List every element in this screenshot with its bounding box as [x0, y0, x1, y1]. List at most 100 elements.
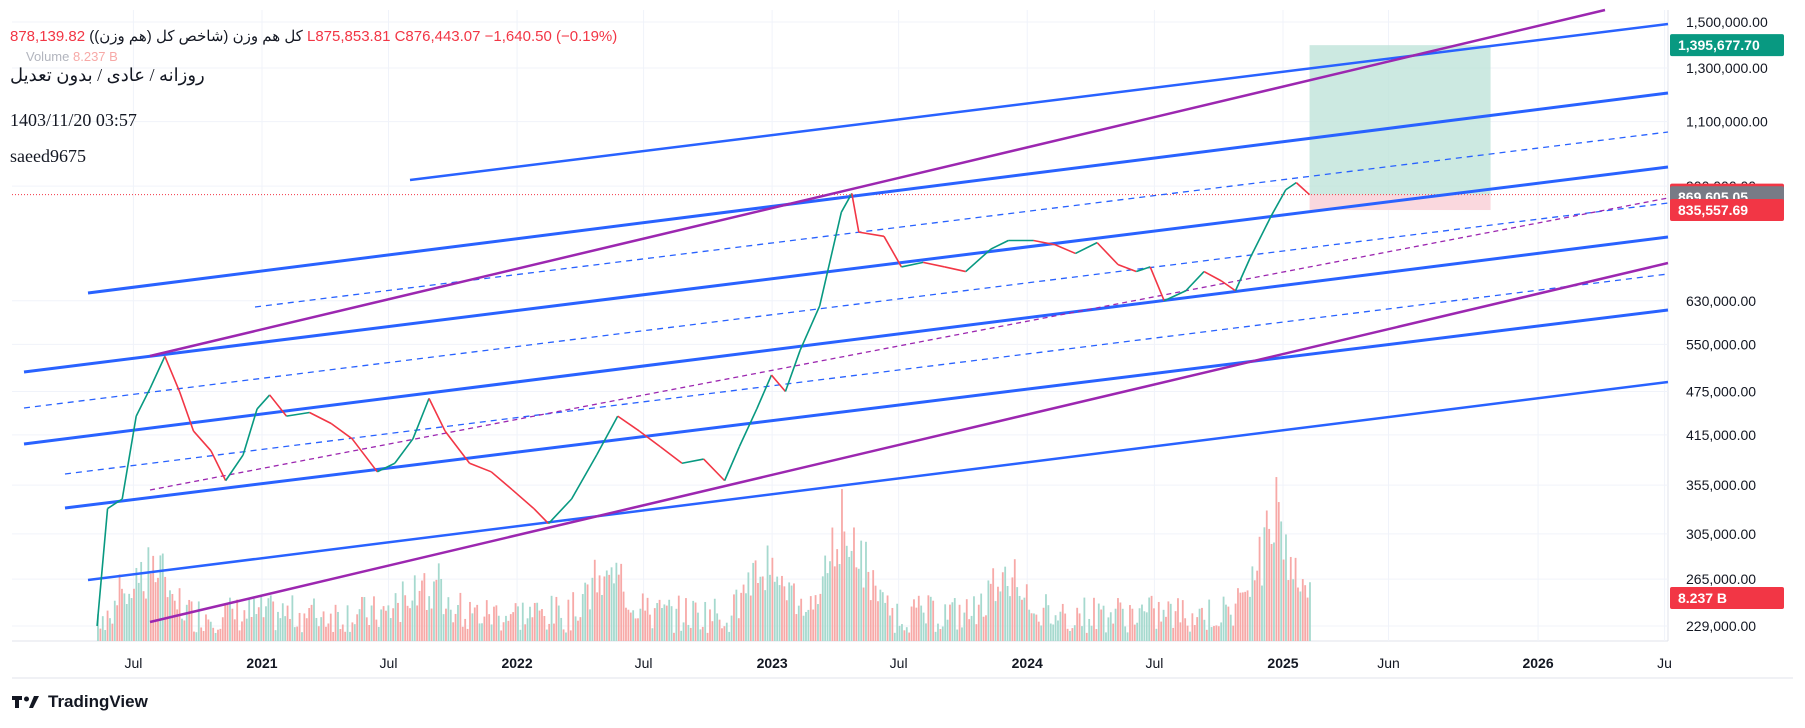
volume-bar — [903, 630, 906, 641]
x-tick-label: Ju — [1657, 655, 1672, 671]
price-segment — [269, 394, 288, 417]
volume-bar — [193, 631, 195, 641]
volume-bar — [188, 599, 191, 641]
price-segment — [596, 415, 619, 456]
volume-bar — [164, 576, 167, 641]
volume-bar — [382, 606, 385, 641]
volume-label: Volume — [26, 49, 70, 64]
volume-bar — [1035, 614, 1038, 641]
volume-bar — [1109, 612, 1112, 641]
price-segment — [703, 458, 726, 482]
volume-bar — [1037, 621, 1040, 641]
volume-bar — [365, 617, 368, 641]
price-segment — [469, 462, 492, 473]
volume-bar — [205, 614, 207, 641]
volume-bar — [260, 596, 263, 641]
volume-bar — [1270, 543, 1273, 641]
volume-bar — [725, 622, 728, 641]
volume-bar — [1105, 632, 1107, 641]
volume-bar — [548, 623, 551, 641]
volume-bar — [807, 609, 810, 641]
volume-bar — [975, 624, 978, 641]
volume-bar — [157, 577, 159, 641]
volume-bar — [711, 621, 714, 641]
volume-bar — [481, 623, 483, 641]
volume-bar — [1088, 618, 1091, 641]
volume-bar — [1129, 605, 1131, 641]
volume-bar — [927, 595, 930, 641]
volume-bar — [375, 619, 378, 641]
volume-bar — [951, 602, 954, 641]
volume-bar — [313, 598, 315, 641]
volume-bar — [123, 593, 126, 641]
volume-bar — [1258, 536, 1261, 641]
volume-bar — [1186, 625, 1189, 641]
volume-bar — [101, 616, 104, 641]
volume-bar — [493, 606, 495, 641]
volume-bar — [1198, 608, 1201, 641]
volume-bar — [358, 609, 361, 641]
volume-bar — [680, 630, 683, 641]
volume-bar — [281, 603, 284, 641]
volume-bar — [1076, 607, 1079, 641]
volume-bar — [212, 627, 215, 641]
volume-bar — [735, 589, 738, 641]
volume-bar — [620, 563, 623, 641]
volume-bar — [941, 626, 944, 641]
volume-bar — [581, 594, 584, 641]
volume-bar — [1064, 613, 1067, 641]
volume-bar — [185, 604, 188, 641]
volume-bar — [301, 632, 303, 641]
price-tag-bg — [1670, 34, 1784, 57]
volume-bar — [373, 596, 375, 641]
volume-bar — [418, 590, 421, 641]
volume-bar — [759, 576, 762, 641]
volume-bar — [1251, 566, 1254, 641]
volume-bar — [783, 586, 786, 641]
volume-bar — [1165, 616, 1167, 641]
volume-bar — [797, 605, 800, 641]
volume-bar — [814, 595, 817, 641]
price-segment — [570, 454, 598, 500]
branding[interactable]: TradingView — [12, 692, 148, 712]
volume-bar — [766, 545, 769, 641]
volume-bar — [985, 615, 987, 641]
volume-bar — [925, 623, 927, 641]
volume-bar — [1061, 603, 1064, 641]
volume-bar — [1309, 582, 1311, 641]
volume-bar — [934, 631, 937, 641]
volume-bar — [1011, 577, 1014, 641]
volume-bar — [1297, 587, 1299, 641]
x-tick-label: Jul — [1145, 655, 1163, 671]
volume-bar — [889, 615, 891, 641]
price-segment — [547, 498, 573, 525]
price-tag-label: 835,557.69 — [1678, 202, 1748, 218]
volume-bar — [716, 613, 719, 641]
volume-bar — [922, 612, 925, 641]
volume-bar — [605, 570, 608, 641]
x-tick-label: 2021 — [246, 655, 277, 671]
volume-bar — [536, 602, 539, 641]
volume-bar — [841, 489, 843, 641]
volume-bar — [485, 600, 488, 641]
volume-bar — [567, 599, 570, 641]
x-tick-label: Jul — [380, 655, 398, 671]
volume-bar — [133, 588, 135, 641]
volume-bar — [908, 632, 911, 641]
volume-bar — [1196, 617, 1199, 641]
volume-bar — [380, 609, 383, 641]
volume-bar — [891, 607, 894, 641]
volume-bar — [152, 555, 155, 641]
volume-bar — [1045, 594, 1047, 641]
volume-bar — [545, 629, 548, 641]
volume-bar — [649, 614, 651, 641]
price-segment — [901, 261, 924, 268]
price-segment — [394, 438, 414, 464]
volume-bar — [800, 598, 803, 641]
price-tag-bg — [1670, 587, 1784, 609]
volume-bar — [1217, 626, 1220, 641]
volume-bar — [293, 627, 296, 641]
price-segment — [1203, 270, 1222, 282]
price-segment — [883, 235, 903, 268]
